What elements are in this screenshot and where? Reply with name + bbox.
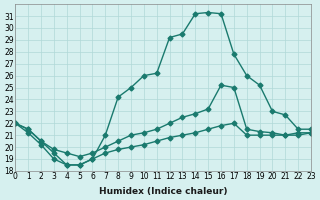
X-axis label: Humidex (Indice chaleur): Humidex (Indice chaleur)	[99, 187, 228, 196]
